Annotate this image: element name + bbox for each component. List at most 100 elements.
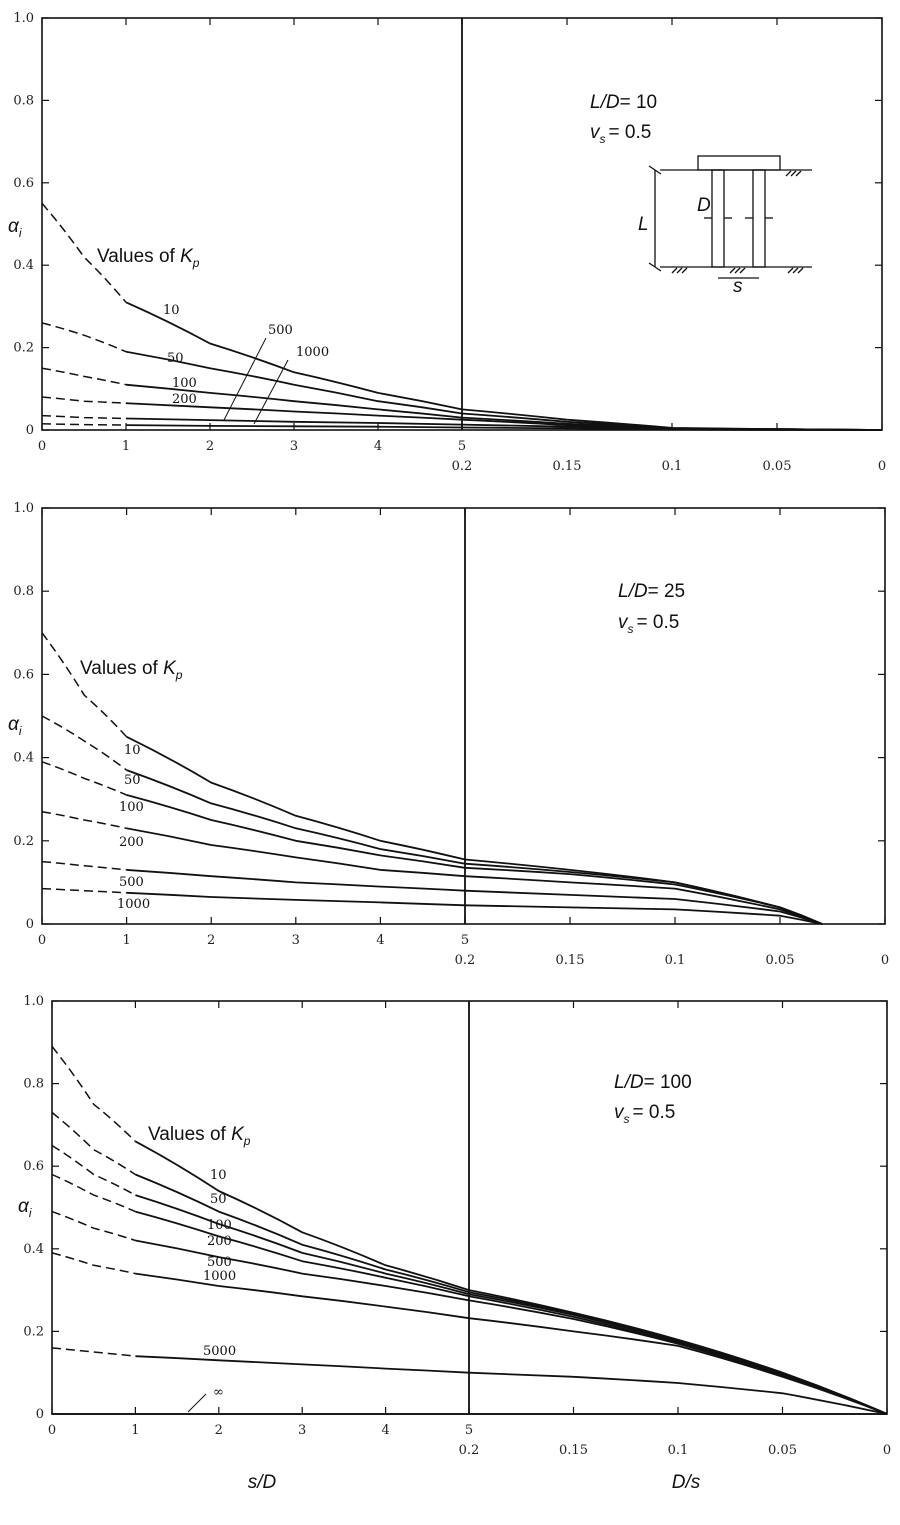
- poisson-annotation: vs = 0.5: [618, 612, 679, 636]
- y-axis-title: αi: [8, 714, 22, 738]
- curve-kp-500: [135, 1239, 888, 1415]
- curve-label-kp-∞: ∞: [213, 1385, 224, 1400]
- y-tick-label: 0.2: [23, 1324, 44, 1339]
- ratio-annotation: L/D= 100: [614, 1072, 692, 1093]
- curve-label-kp-100: 100: [119, 800, 144, 815]
- poisson-symbol: v: [590, 122, 601, 143]
- y-tick-label: 0: [26, 917, 34, 932]
- y-tick-label: 0.4: [13, 751, 34, 766]
- x-tick-label-d-over-s: 0.05: [768, 1443, 797, 1458]
- x-axis-title-d-over-s: D/s: [672, 1472, 701, 1493]
- y-axis-title: αi: [8, 216, 22, 240]
- curve-label-kp-500: 500: [268, 323, 293, 338]
- poisson-annotation: vs = 0.5: [614, 1102, 675, 1126]
- alpha-subscript: i: [19, 226, 22, 240]
- x-tick-label-d-over-s: 0.05: [763, 459, 792, 474]
- curve-kp-100: [135, 1194, 888, 1415]
- kp-values-label: Values of Kp: [97, 246, 200, 270]
- sketch-label-d: D: [697, 195, 711, 216]
- curve-kp-200-dashed: [41, 810, 127, 830]
- curve-kp-100-dashed: [41, 367, 127, 386]
- curve-kp-1000-dashed: [41, 887, 127, 894]
- chart-panel-3: 0 0.2 0.4 0.6 0.8 1.0 0 1 2 3 4 5 0.2 0.15 0.1 0.05 0 10 5…: [18, 994, 891, 1458]
- curve-kp-1000: [135, 1272, 888, 1415]
- x-tick-label-s-over-d: 0: [38, 933, 46, 948]
- soil-hatch: [729, 267, 736, 274]
- ratio-annotation-label: L/D: [614, 1072, 644, 1093]
- soil-hatch: [671, 267, 678, 274]
- ratio-annotation-value: = 10: [620, 92, 658, 113]
- curve-kp-1000-dashed: [51, 1252, 136, 1275]
- x-tick-label-d-over-s: 0.2: [452, 459, 473, 474]
- y-tick-label: 0.2: [13, 834, 34, 849]
- ratio-annotation-label: L/D: [590, 92, 620, 113]
- curve-kp-50: [135, 1173, 888, 1415]
- x-tick-label-s-over-d: 3: [292, 933, 300, 948]
- curve-label-kp-200: 200: [119, 835, 144, 850]
- x-tick-label-s-over-d: 4: [374, 439, 382, 454]
- x-tick-label-d-over-s: 0.1: [668, 1443, 689, 1458]
- soil-hatch: [795, 170, 802, 177]
- curve-kp-50-dashed: [41, 715, 128, 771]
- length-tick-bottom: [648, 262, 662, 272]
- y-tick-label: 0.6: [23, 1159, 44, 1174]
- curve-kp-10: [125, 301, 883, 431]
- soil-hatch: [797, 267, 804, 274]
- y-tick-label: 0.6: [13, 667, 34, 682]
- y-tick-label: 0.4: [13, 258, 34, 273]
- curve-kp-100-dashed: [41, 761, 127, 796]
- curve-kp-1000-dashed: [41, 423, 127, 426]
- poisson-symbol: v: [614, 1102, 625, 1123]
- curve-label-kp-500: 500: [207, 1255, 232, 1270]
- curve-label-kp-100: 100: [172, 376, 197, 391]
- x-tick-label-d-over-s: 0.15: [553, 459, 582, 474]
- kp-values-label: Values of Kp: [148, 1124, 251, 1148]
- x-tick-label-d-over-s: 0.15: [556, 953, 585, 968]
- leader-kp-500: [223, 337, 267, 421]
- curve-kp-5000: [135, 1355, 888, 1415]
- kp-symbol: K: [180, 246, 194, 267]
- poisson-value: = 0.5: [633, 1102, 676, 1123]
- soil-hatch: [739, 267, 746, 274]
- x-tick-label-s-over-d: 1: [122, 933, 130, 948]
- curve-label-kp-1000: 1000: [296, 345, 329, 360]
- alpha-subscript: i: [29, 1206, 32, 1220]
- soil-hatch: [792, 267, 799, 274]
- curve-label-kp-50: 50: [167, 351, 184, 366]
- poisson-subscript: s: [600, 132, 606, 146]
- curve-kp-500-dashed: [41, 414, 127, 420]
- x-tick-label-s-over-d: 5: [458, 439, 466, 454]
- curve-kp-100-dashed: [51, 1144, 136, 1196]
- ratio-annotation: L/D= 10: [590, 92, 657, 113]
- curve-label-kp-200: 200: [172, 392, 197, 407]
- soil-hatch: [787, 267, 794, 274]
- y-tick-label: 0.2: [13, 341, 34, 356]
- chart-panel-2: 0 0.2 0.4 0.6 0.8 1.0 0 1 2 3 4 5 0.2 0.15 0.1 0.05 0 10 5…: [8, 501, 889, 968]
- x-tick-label-d-over-s: 0.2: [459, 1443, 480, 1458]
- curve-label-kp-100: 100: [207, 1218, 232, 1233]
- curve-kp-10-dashed: [51, 1045, 136, 1142]
- curve-label-kp-10: 10: [210, 1168, 227, 1183]
- soil-hatch: [790, 170, 797, 177]
- curve-kp-10-dashed: [41, 632, 128, 738]
- x-tick-label-s-over-d: 1: [122, 439, 130, 454]
- curve-kp-1000: [126, 891, 823, 925]
- curve-kp-200-dashed: [51, 1173, 136, 1213]
- curve-kp-500-dashed: [51, 1210, 136, 1242]
- x-tick-label-s-over-d: 5: [461, 933, 469, 948]
- curve-label-kp-500: 500: [119, 875, 144, 890]
- y-tick-label: 0.8: [23, 1077, 44, 1092]
- plot-frame: [41, 507, 886, 925]
- curve-kp-50: [126, 769, 823, 925]
- alpha-symbol: α: [18, 1196, 30, 1217]
- x-tick-label-s-over-d: 2: [215, 1423, 223, 1438]
- curve-kp-50-dashed: [41, 322, 127, 353]
- alpha-symbol: α: [8, 216, 20, 237]
- poisson-subscript: s: [624, 1112, 630, 1126]
- kp-subscript: p: [175, 668, 183, 682]
- pile-right: [752, 169, 766, 268]
- y-tick-label: 0: [26, 423, 34, 438]
- y-tick-label: 1.0: [13, 501, 34, 516]
- curve-label-kp-5000: 5000: [203, 1344, 236, 1359]
- x-tick-label-d-over-s: 0.1: [662, 459, 683, 474]
